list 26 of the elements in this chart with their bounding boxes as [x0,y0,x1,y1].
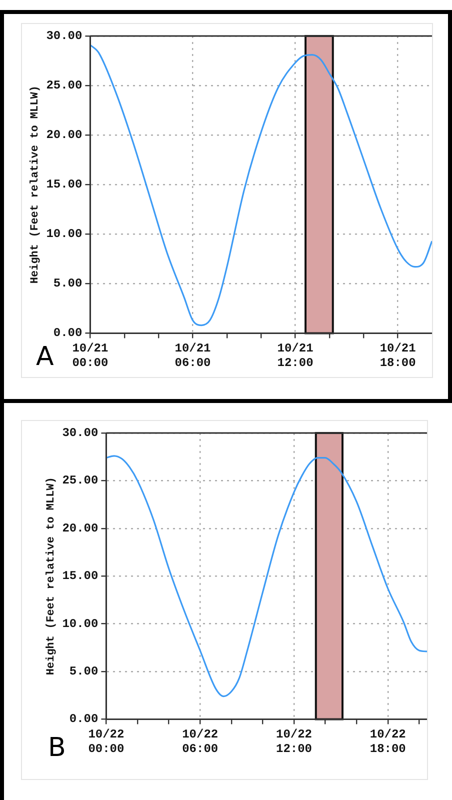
x-tick-label: 10/21 00:00 [72,341,108,370]
text: A [36,342,54,372]
x-tick-label: 10/22 00:00 [88,727,124,756]
text: B [48,733,66,763]
y-tick-label: 15.00 [62,569,98,584]
y-tick-label: 30.00 [46,29,82,44]
y-tick-label: 0.00 [69,712,98,726]
x-tick-label: 10/22 12:00 [276,727,312,756]
y-axis-title: Height (Feet relative to MLLW) [29,86,42,284]
y-tick-label: 10.00 [46,227,82,242]
x-tick-label: 10/21 06:00 [174,341,211,370]
x-tick-label: 10/22 06:00 [182,727,218,756]
y-tick-label: 25.00 [62,474,98,488]
y-tick-label: 20.00 [46,128,82,142]
x-tick-label: 10/21 18:00 [380,341,416,370]
y-tick-label: 5.00 [53,276,82,291]
y-tick-label: 30.00 [62,426,98,440]
x-tick-label: 10/22 18:00 [370,727,406,756]
y-tick-label: 10.00 [62,616,98,631]
y-tick-label: 5.00 [69,664,98,679]
y-tick-label: 0.00 [53,326,82,340]
x-tick-label: 10/21 12:00 [277,341,314,370]
y-axis-title: Height (Feet relative to MLLW) [45,477,58,676]
y-tick-label: 15.00 [46,178,82,192]
y-tick-label: 20.00 [62,521,98,536]
y-tick-label: 25.00 [46,78,82,93]
